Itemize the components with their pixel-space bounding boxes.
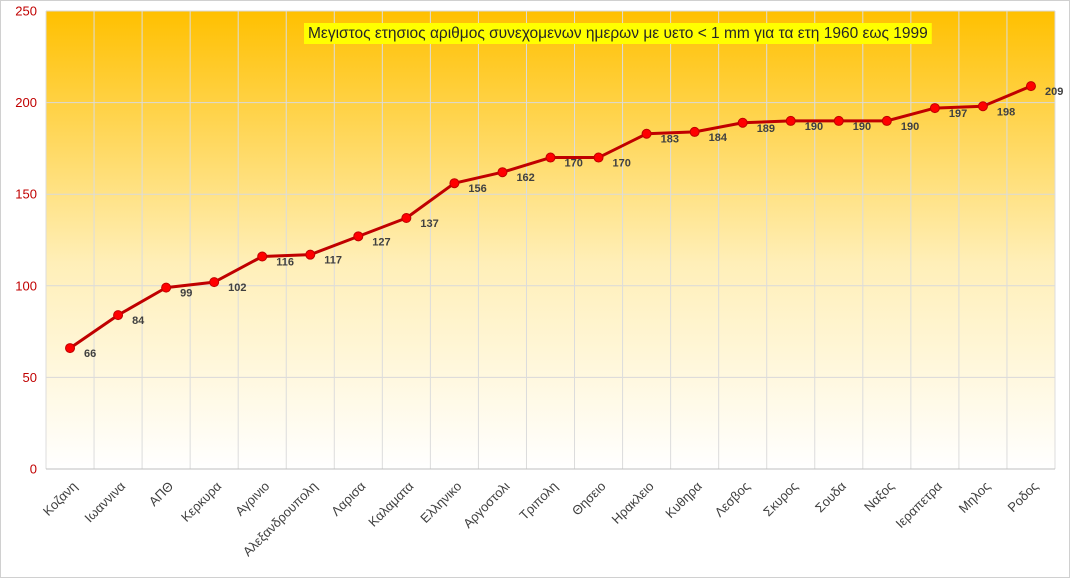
data-label: 84 — [132, 315, 145, 327]
data-point — [161, 282, 172, 293]
data-point — [593, 152, 604, 163]
data-label: 189 — [757, 123, 775, 135]
y-tick-label: 150 — [15, 187, 37, 202]
data-label: 127 — [372, 236, 390, 248]
y-tick-label: 50 — [23, 370, 37, 385]
data-point — [641, 128, 652, 139]
x-tick-label: ΑΠΘ — [146, 479, 177, 510]
data-point — [305, 249, 316, 260]
x-tick-label: Αργοστολι — [460, 478, 513, 531]
data-point — [977, 101, 988, 112]
data-label: 183 — [661, 134, 679, 146]
x-tick-label: Λεσβος — [711, 479, 752, 520]
x-tick-label: Κυθηρα — [662, 478, 705, 521]
data-label: 99 — [180, 288, 192, 300]
x-tick-label: Τριπολη — [516, 479, 560, 523]
data-label: 190 — [805, 121, 823, 133]
x-tick-label: Καλαματα — [365, 478, 416, 529]
data-label: 156 — [468, 183, 486, 195]
data-label: 190 — [901, 121, 919, 133]
data-label: 170 — [613, 158, 631, 170]
data-label: 190 — [853, 121, 871, 133]
data-label: 197 — [949, 108, 967, 120]
data-point — [737, 117, 748, 128]
data-point — [65, 343, 76, 354]
data-point — [881, 115, 892, 126]
x-tick-label: Σουδα — [812, 478, 849, 515]
x-axis: Κοζανη Ιωαννινα ΑΠΘ Κερκυρα ΑγρινιοΑλεξανδρο… — [40, 468, 1055, 559]
data-label: 137 — [420, 218, 438, 230]
data-label: 102 — [228, 282, 246, 294]
y-axis: 0 50 100 150 200 250 — [15, 4, 37, 477]
x-tick-label: Σκυρος — [760, 479, 801, 520]
data-point — [449, 178, 460, 189]
x-tick-label: Ιεραπετρα — [893, 478, 946, 531]
data-point — [401, 213, 412, 224]
x-tick-label: Κερκυρα — [178, 478, 225, 525]
x-tick-label: Θησειο — [569, 479, 609, 519]
x-tick-label: Ελληνικο — [417, 479, 464, 526]
x-tick-label: Ροδος — [1005, 479, 1042, 516]
y-tick-label: 100 — [15, 278, 37, 293]
markers — [65, 81, 1036, 354]
data-label: 116 — [276, 256, 294, 268]
plot-area — [46, 11, 1055, 469]
x-tick-label: Ναξος — [861, 479, 897, 515]
data-point — [353, 231, 364, 242]
x-tick-label: Μηλος — [956, 479, 993, 516]
data-label: 209 — [1045, 86, 1063, 98]
data-point — [689, 126, 700, 137]
data-point — [785, 115, 796, 126]
x-tick-label: Ιωαννινα — [81, 478, 128, 525]
data-point — [929, 103, 940, 114]
y-tick-label: 250 — [15, 4, 37, 19]
data-point — [497, 167, 508, 178]
data-label: 162 — [516, 172, 534, 184]
data-point — [209, 277, 220, 288]
data-label: 66 — [84, 348, 96, 360]
data-label: 198 — [997, 106, 1015, 118]
data-point — [833, 115, 844, 126]
data-label: 117 — [324, 255, 342, 267]
data-labels: 66 84 99 102 116 117 127 137 156 162 170 170 183 184 1… — [84, 86, 1063, 360]
data-label: 170 — [565, 158, 583, 170]
data-point — [113, 310, 124, 321]
x-tick-label: Κοζανη — [40, 479, 80, 519]
data-label: 184 — [709, 132, 728, 144]
data-point — [1025, 81, 1036, 92]
chart-title: Μεγιστος ετησιος αριθμος συνεχομενων ημε… — [308, 25, 928, 42]
data-point — [257, 251, 268, 262]
data-point — [545, 152, 556, 163]
x-tick-label: Ηρακλειο — [608, 479, 656, 527]
x-tick-label: Αγρινιο — [232, 479, 272, 519]
x-tick-label: Λαρισα — [328, 478, 369, 519]
y-tick-label: 0 — [30, 462, 37, 477]
y-tick-label: 200 — [15, 95, 37, 110]
chart-title-box — [304, 23, 932, 44]
